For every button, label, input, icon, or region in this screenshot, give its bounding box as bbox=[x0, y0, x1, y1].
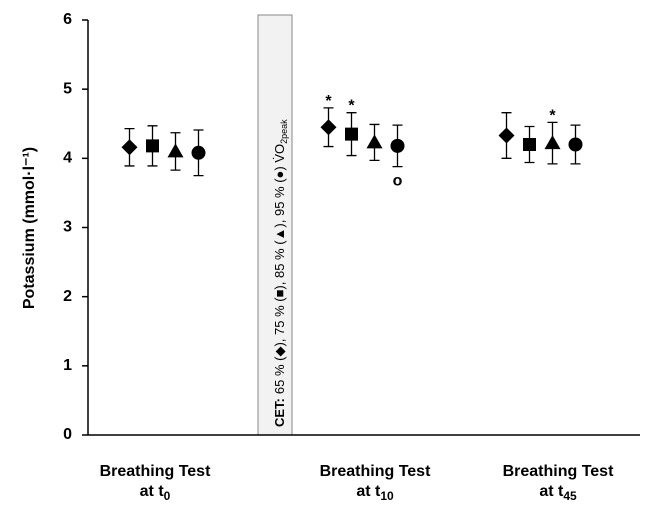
annotation-label: CET: bbox=[272, 398, 287, 427]
point bbox=[345, 127, 358, 141]
x-tick-label: at t0 bbox=[140, 483, 171, 503]
x-tick-label: at t45 bbox=[539, 483, 577, 503]
y-tick-label: 3 bbox=[63, 219, 72, 236]
point bbox=[568, 137, 583, 152]
y-tick-label: 4 bbox=[63, 150, 72, 167]
y-tick-label: 0 bbox=[63, 426, 72, 443]
significance-mark: * bbox=[348, 98, 355, 115]
point bbox=[366, 134, 383, 149]
annotation-sub: 2peak bbox=[279, 119, 289, 144]
x-tick-label-text: at t bbox=[539, 483, 564, 500]
point bbox=[523, 138, 536, 151]
significance-mark: o bbox=[393, 173, 403, 190]
x-tick-label-sub: 45 bbox=[563, 489, 577, 503]
y-tick-label: 6 bbox=[63, 11, 72, 28]
y-tick-label: 2 bbox=[63, 288, 72, 305]
significance-mark: * bbox=[549, 107, 556, 124]
significance-mark: * bbox=[325, 93, 332, 110]
y-tick-label: 5 bbox=[63, 80, 72, 97]
point bbox=[498, 127, 515, 144]
x-tick-label: Breathing Test bbox=[100, 463, 212, 480]
x-tick-label: Breathing Test bbox=[503, 463, 615, 480]
x-tick-label: Breathing Test bbox=[320, 463, 432, 480]
annotation-box bbox=[257, 14, 293, 436]
point bbox=[544, 135, 561, 150]
y-axis-label: Potassium (mmol·l⁻¹) bbox=[21, 147, 38, 309]
point bbox=[121, 139, 138, 156]
x-tick-label-text: at t bbox=[140, 483, 165, 500]
annotation: CET: 65 % (◆), 75 % (■), 85 % (▲), 95 % (… bbox=[272, 119, 289, 427]
point bbox=[390, 138, 405, 153]
x-tick-label-sub: 10 bbox=[380, 489, 394, 503]
annotation-text: 65 % (◆), 75 % (■), 85 % (▲), 95 % (●) V… bbox=[272, 144, 287, 394]
point bbox=[167, 143, 184, 158]
x-tick-label: at t10 bbox=[356, 483, 394, 503]
point bbox=[191, 145, 206, 160]
y-tick-label: 1 bbox=[63, 357, 72, 374]
x-tick-label-text: at t bbox=[356, 483, 381, 500]
point bbox=[320, 119, 337, 136]
point bbox=[146, 139, 159, 153]
x-tick-label-sub: 0 bbox=[164, 489, 171, 503]
